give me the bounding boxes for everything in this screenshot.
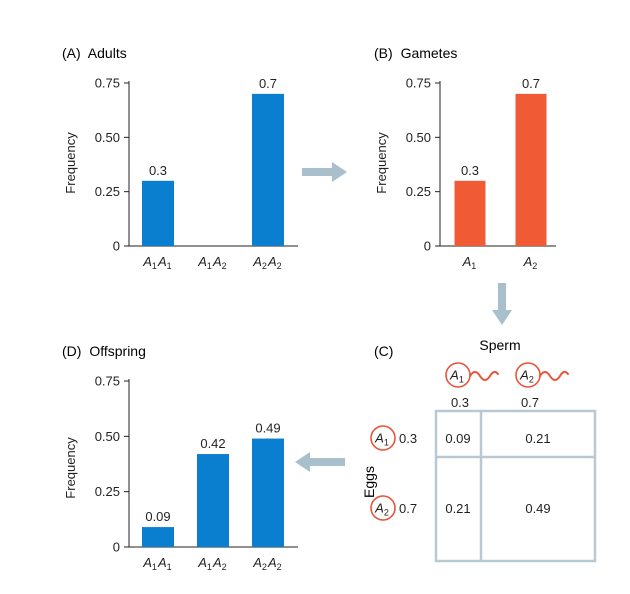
bar — [142, 180, 174, 246]
punnett-cell-value: 0.21 — [445, 501, 470, 516]
y-tick-label: 0.50 — [406, 130, 431, 145]
sperm-header: Sperm — [479, 337, 520, 353]
panel-d-plot: 0 0.25 0.50 0.75 0.09 A1 A1 0.42 A1 A2 0.49 A2 … — [95, 374, 298, 572]
y-tick-label: 0.25 — [406, 184, 431, 199]
svg-text:A1: A1 — [449, 368, 464, 385]
eggs-header: Eggs — [361, 466, 377, 498]
flow-arrow-icon — [295, 452, 345, 472]
y-tick-label: 0.25 — [95, 484, 120, 499]
y-tick-label: 0.50 — [95, 130, 120, 145]
panel-b-plot: 0 0.25 0.50 0.75 0.3 A1 0.7 A2 — [406, 76, 556, 271]
sperm-allele-circle: A2 — [515, 362, 541, 388]
punnett-cell-value: 0.09 — [445, 431, 470, 446]
panel-a-plot: 0 0.25 0.50 0.75 0.3 A1 A1 A1 A2 0.7 A2 A2 — [95, 76, 298, 271]
svg-text:A2: A2 — [374, 501, 389, 518]
egg-frequency: 0.3 — [399, 431, 417, 446]
bar — [252, 438, 284, 547]
panel-a-ylabel: Frequency — [63, 132, 78, 194]
bar-data-label: 0.42 — [200, 436, 225, 451]
panel-a-adults: (A) Adults Frequency 0 0.25 0.50 0.75 0.3 A1 … — [62, 45, 298, 271]
sperm-frequency: 0.7 — [521, 395, 539, 410]
x-tick-label: A2 A2 — [252, 254, 283, 271]
punnett-grid: A1 0.3 A2 0.7 A1 0.3 0.09 0.21 A2 0.7 0.21 0.49 — [370, 362, 597, 563]
panel-d-ylabel: Frequency — [63, 437, 78, 499]
egg-allele-circle: A2 — [370, 495, 396, 521]
sperm-icon — [539, 370, 569, 381]
bar — [142, 527, 174, 547]
sperm-icon — [469, 370, 499, 381]
y-tick-label: 0.25 — [95, 184, 120, 199]
panel-d-title: (D) Offspring — [62, 343, 146, 359]
bar-data-label: 0.49 — [255, 421, 280, 436]
panel-b-gametes: (B) Gametes Frequency 0 0.25 0.50 0.75 0.3 A1… — [374, 45, 556, 271]
y-tick-label: 0.75 — [95, 76, 120, 91]
punnett-outer-border — [434, 409, 597, 563]
svg-text:A1: A1 — [374, 431, 389, 448]
bar — [252, 93, 284, 246]
flow-arrow-icon — [302, 162, 347, 182]
egg-frequency: 0.7 — [399, 501, 417, 516]
panel-c-label: (C) — [374, 343, 393, 359]
bar — [197, 454, 229, 547]
x-tick-label: A1 A1 — [142, 254, 173, 271]
y-tick-label: 0 — [113, 239, 120, 254]
svg-text:A2: A2 — [519, 368, 534, 385]
panel-c-punnett-square: (C) Sperm Eggs A1 0.3 A2 0.7 A1 0.3 0.09 0.21 A2… — [361, 337, 597, 563]
bar-data-label: 0.7 — [522, 76, 540, 91]
panel-a-title: (A) Adults — [62, 45, 127, 61]
bar-data-label: 0.7 — [259, 76, 277, 91]
y-tick-label: 0.50 — [95, 429, 120, 444]
y-tick-label: 0 — [113, 540, 120, 555]
bar-data-label: 0.09 — [145, 509, 170, 524]
bar — [454, 180, 486, 246]
y-tick-label: 0.75 — [95, 374, 120, 389]
punnett-cell-value: 0.49 — [525, 501, 550, 516]
panel-b-ylabel: Frequency — [374, 132, 389, 194]
sperm-frequency: 0.3 — [451, 395, 469, 410]
x-tick-label: A2 A2 — [252, 555, 283, 572]
x-tick-label: A1 — [462, 254, 478, 271]
egg-allele-circle: A1 — [370, 425, 396, 451]
flow-arrow-icon — [492, 283, 512, 325]
sperm-allele-circle: A1 — [445, 362, 471, 388]
x-tick-label: A1 A2 — [197, 555, 228, 572]
panel-d-offspring: (D) Offspring Frequency 0 0.25 0.50 0.75 0.0… — [62, 343, 298, 572]
bar-data-label: 0.3 — [149, 163, 167, 178]
x-tick-label: A1 A1 — [142, 555, 173, 572]
y-tick-label: 0 — [424, 239, 431, 254]
x-tick-label: A2 — [523, 254, 539, 271]
bar-data-label: 0.3 — [461, 163, 479, 178]
bar — [515, 93, 547, 246]
x-tick-label: A1 A2 — [197, 254, 228, 271]
panel-b-title: (B) Gametes — [374, 45, 457, 61]
punnett-cell-value: 0.21 — [525, 431, 550, 446]
y-tick-label: 0.75 — [406, 76, 431, 91]
